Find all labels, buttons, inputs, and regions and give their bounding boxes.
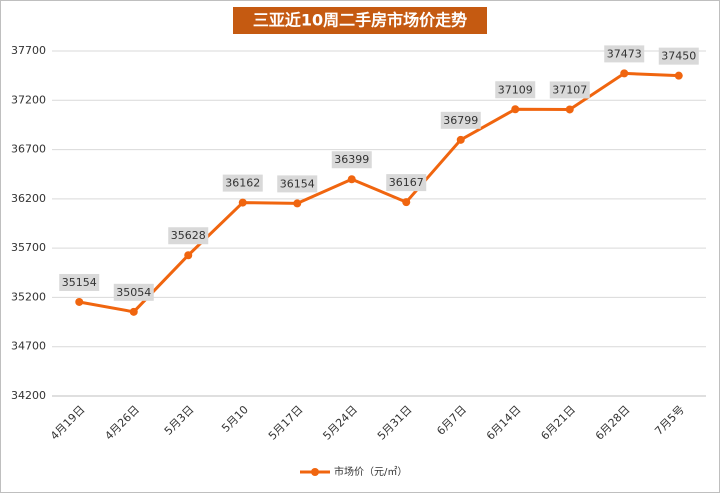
y-tick-label: 34200: [11, 389, 46, 402]
value-label-bg: [658, 47, 699, 65]
y-tick-label: 37200: [11, 93, 46, 106]
series-line: [78, 71, 679, 314]
value-label: 37450: [661, 50, 696, 63]
y-tick-label: 36200: [11, 192, 46, 205]
chart-title: 三亚近10周二手房市场价走势: [253, 11, 467, 30]
value-label-bg: [59, 273, 100, 291]
legend-marker: [311, 468, 319, 476]
value-label-bg: [168, 227, 209, 245]
value-label: 36399: [334, 153, 369, 166]
value-label-bg: [222, 174, 263, 192]
data-point: [347, 175, 356, 184]
title-box: [233, 7, 487, 34]
data-point: [511, 105, 520, 114]
value-label: 37107: [552, 83, 587, 96]
value-label-bg: [495, 81, 536, 99]
data-point: [238, 198, 247, 207]
y-tick-label: 35200: [11, 290, 46, 303]
data-point: [184, 251, 193, 260]
value-label: 37473: [607, 47, 642, 60]
value-label: 35054: [116, 286, 151, 299]
value-label: 37109: [498, 83, 533, 96]
value-label-bg: [277, 175, 318, 193]
value-label: 35628: [171, 229, 206, 242]
y-tick-label: 34700: [11, 340, 46, 353]
value-label: 36167: [389, 176, 424, 189]
data-point: [402, 198, 411, 207]
y-tick-label: 37700: [11, 44, 46, 57]
value-label: 36162: [225, 177, 260, 190]
data-point: [456, 135, 465, 144]
legend-label: 市场价（元/㎡）: [334, 465, 407, 478]
value-label-bg: [440, 111, 481, 129]
data-point: [674, 71, 683, 80]
value-label-bg: [113, 283, 154, 301]
y-tick-label: 36700: [11, 143, 46, 156]
data-point: [293, 199, 302, 208]
data-point: [129, 307, 138, 316]
data-point: [565, 105, 574, 114]
value-label-bg: [331, 151, 372, 169]
value-label-bg: [604, 45, 645, 63]
data-point: [75, 297, 84, 306]
value-label: 36799: [443, 114, 478, 127]
value-label-bg: [549, 81, 590, 99]
value-label-bg: [386, 174, 427, 192]
value-label: 35154: [62, 276, 97, 289]
value-label: 36154: [280, 177, 315, 190]
data-point: [620, 69, 629, 78]
y-tick-label: 35700: [11, 241, 46, 254]
